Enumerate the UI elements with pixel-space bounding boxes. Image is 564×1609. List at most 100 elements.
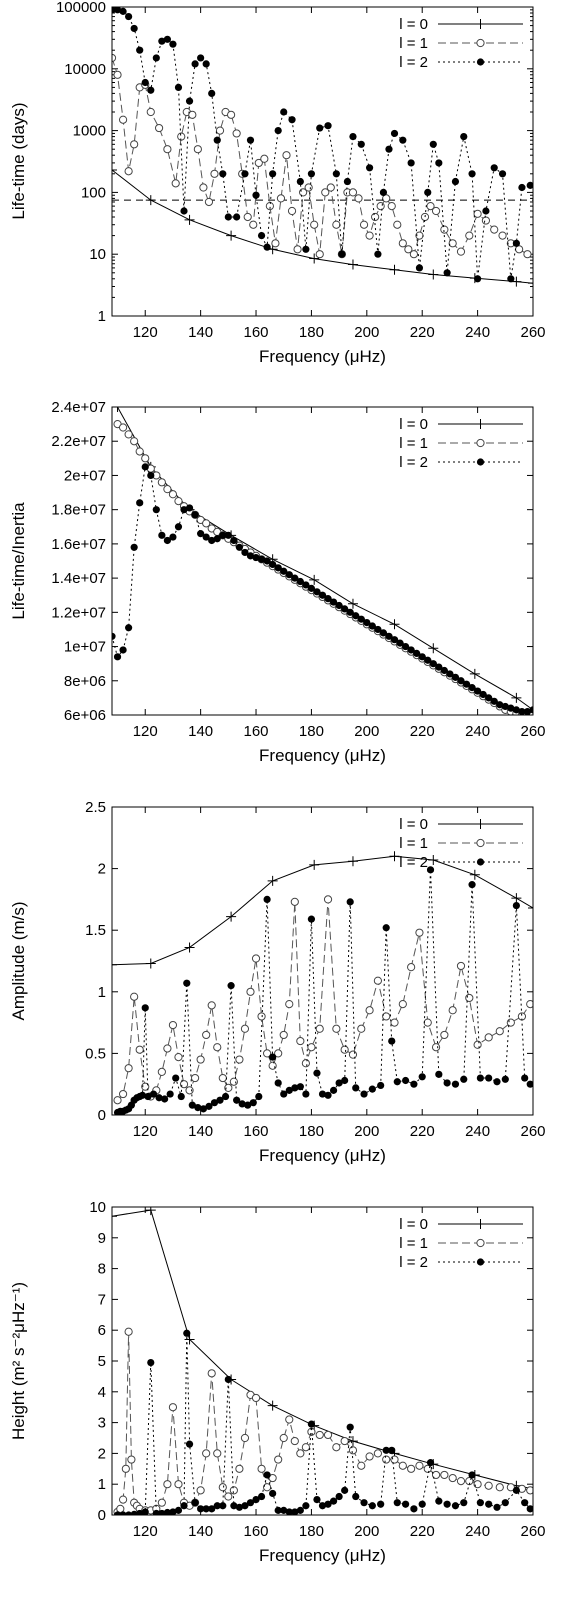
data-point-l2 — [401, 1500, 410, 1508]
data-point-l2 — [274, 1506, 282, 1514]
y-axis-label: Height (m² s⁻²μHz⁻¹) — [9, 1282, 28, 1440]
data-point-l2 — [440, 666, 448, 675]
data-point-l1 — [113, 1096, 122, 1105]
data-point-l1 — [121, 1464, 130, 1473]
data-point-l1 — [382, 194, 391, 203]
data-point-l1 — [210, 169, 219, 178]
data-point-l2 — [269, 1053, 277, 1061]
data-point-l0 — [184, 214, 195, 225]
data-point-l1 — [118, 423, 128, 432]
data-point-l2 — [413, 649, 421, 658]
data-point-l1 — [481, 216, 491, 225]
data-point-l2 — [244, 1101, 252, 1109]
data-point-l2 — [443, 269, 451, 277]
data-point-l1 — [304, 183, 313, 192]
data-point-l1 — [431, 1470, 441, 1480]
data-point-l2 — [219, 170, 227, 178]
data-point-l2 — [241, 170, 249, 178]
data-point-l1 — [307, 1043, 316, 1052]
data-point-l2 — [197, 530, 205, 538]
data-point-l2 — [213, 535, 221, 543]
data-point-l1 — [473, 1480, 482, 1489]
data-point-l2 — [443, 1079, 451, 1087]
data-point-l2 — [174, 523, 183, 531]
data-point-l2 — [435, 663, 443, 671]
data-point-l1 — [423, 1018, 432, 1027]
x-tick-label: 260 — [520, 723, 545, 740]
data-point-l2 — [252, 553, 260, 562]
data-point-l2 — [147, 86, 155, 94]
data-point-l2 — [382, 1446, 390, 1454]
data-point-l1 — [207, 1001, 216, 1010]
data-point-l2 — [263, 1471, 271, 1479]
x-tick-label: 220 — [410, 324, 435, 341]
data-point-l2 — [451, 1080, 460, 1088]
data-point-l1 — [332, 220, 341, 229]
legend-label-l2: l = 2 — [399, 454, 428, 471]
data-point-l2 — [155, 1094, 163, 1102]
data-point-l2 — [280, 1506, 288, 1514]
data-point-l2 — [202, 1505, 210, 1513]
x-tick-label: 240 — [465, 1123, 490, 1140]
data-point-l1 — [116, 1504, 125, 1513]
data-point-l1 — [163, 485, 172, 494]
data-point-l2 — [512, 1486, 520, 1494]
chart-panel-1: 1 10 100 1000 10000 100000 120 140 160 180 200 220 2… — [9, 0, 546, 366]
data-point-l2 — [202, 533, 210, 541]
plot-frame — [111, 806, 534, 1116]
y-tick-label: 2.5 — [85, 799, 106, 816]
x-tick-label: 160 — [244, 1123, 269, 1140]
data-point-l1 — [276, 194, 286, 203]
data-point-l2 — [501, 1075, 509, 1083]
data-point-l2 — [418, 653, 426, 661]
data-point-l2 — [224, 1375, 232, 1384]
data-point-l2 — [307, 915, 316, 923]
data-point-l0 — [469, 869, 480, 880]
data-point-l2 — [446, 670, 454, 678]
data-point-l2 — [318, 591, 327, 599]
data-point-l1 — [229, 1077, 238, 1086]
data-point-l2 — [357, 615, 365, 623]
data-point-l1 — [398, 1000, 407, 1009]
data-point-l2 — [163, 1508, 171, 1515]
data-point-l1 — [326, 183, 335, 192]
data-point-l2 — [474, 275, 482, 283]
data-point-l2 — [241, 1502, 249, 1510]
data-point-l1 — [124, 430, 133, 439]
data-point-l2 — [346, 608, 354, 616]
data-point-l2 — [343, 177, 352, 186]
data-point-l1 — [473, 209, 482, 218]
data-point-l2 — [169, 40, 177, 48]
data-point-l1 — [226, 110, 236, 119]
data-point-l2 — [324, 595, 332, 603]
data-point-l1 — [456, 961, 466, 971]
y-tick-label: 10 — [89, 1199, 106, 1216]
data-point-l2 — [147, 471, 155, 480]
data-point-l2 — [501, 702, 509, 711]
data-point-l2 — [269, 170, 277, 178]
data-point-l1 — [456, 247, 466, 256]
data-point-l1 — [498, 231, 507, 240]
data-point-l2 — [302, 1090, 310, 1098]
data-point-l2 — [112, 632, 116, 640]
data-point-l2 — [493, 1078, 501, 1086]
data-point-l1 — [387, 202, 396, 211]
data-point-l2 — [188, 1101, 196, 1109]
data-point-l0 — [226, 911, 237, 922]
legend-marker-l0 — [475, 819, 486, 829]
data-point-l2 — [296, 577, 304, 586]
data-point-l2 — [385, 145, 393, 153]
data-point-l1 — [293, 245, 302, 254]
data-point-l2 — [313, 588, 321, 596]
legend-label-l1: l = 1 — [399, 35, 428, 52]
x-tick-label: 160 — [244, 324, 269, 341]
data-point-l1 — [365, 231, 374, 240]
data-point-l2 — [263, 895, 271, 904]
data-point-l2 — [382, 924, 390, 932]
data-point-l1 — [190, 1073, 200, 1083]
legend: l = 0 l = 1 l = 2 — [399, 816, 523, 871]
y-tick-label: 1.6e+07 — [51, 536, 106, 553]
data-point-l2 — [180, 506, 188, 514]
data-point-l2 — [280, 567, 288, 575]
data-point-l2 — [161, 1095, 169, 1103]
